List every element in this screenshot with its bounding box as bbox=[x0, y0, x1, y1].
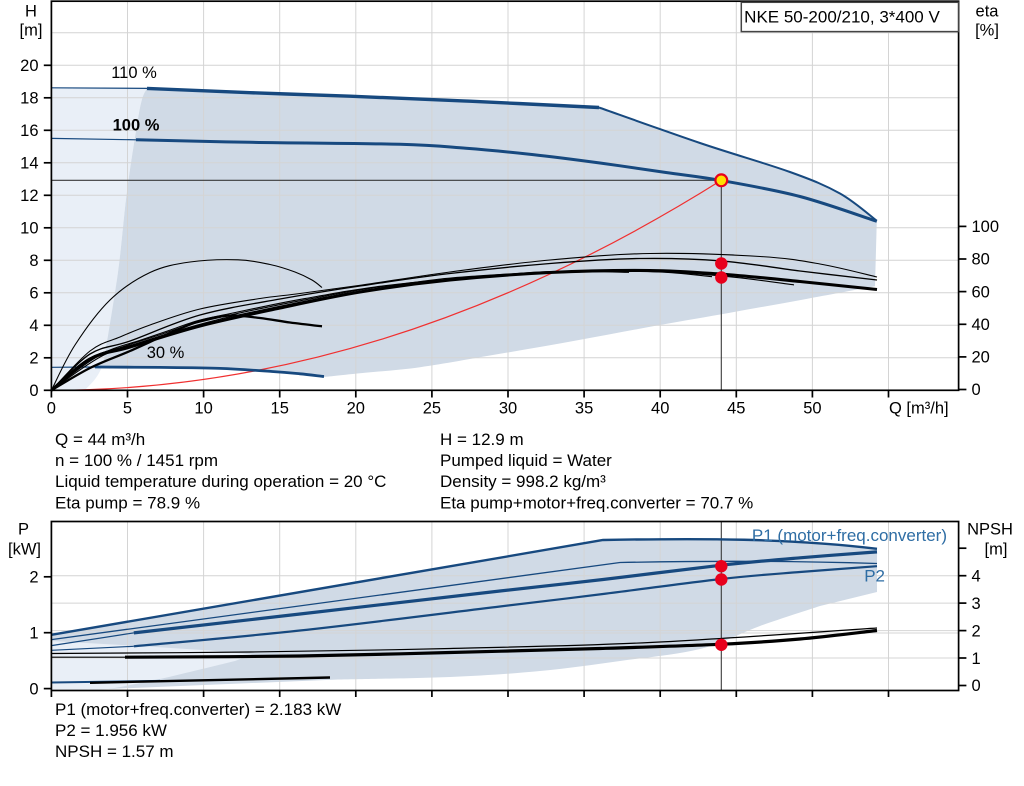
svg-text:60: 60 bbox=[972, 283, 990, 301]
svg-text:P2 = 1.956 kW: P2 = 1.956 kW bbox=[55, 721, 167, 740]
svg-text:25: 25 bbox=[423, 400, 441, 418]
svg-text:P1 (motor+freq.converter): P1 (motor+freq.converter) bbox=[752, 526, 947, 545]
svg-text:20: 20 bbox=[972, 349, 990, 367]
svg-text:1: 1 bbox=[972, 650, 981, 668]
svg-text:P2: P2 bbox=[864, 567, 885, 586]
svg-text:12: 12 bbox=[20, 187, 38, 205]
svg-text:8: 8 bbox=[29, 252, 38, 270]
svg-text:2: 2 bbox=[29, 350, 38, 368]
svg-text:P1 (motor+freq.converter) = 2.: P1 (motor+freq.converter) = 2.183 kW bbox=[55, 700, 341, 719]
svg-text:0: 0 bbox=[29, 382, 38, 400]
svg-text:[%]: [%] bbox=[975, 22, 999, 40]
svg-text:18: 18 bbox=[20, 90, 38, 108]
svg-text:100: 100 bbox=[972, 218, 1000, 236]
svg-text:110 %: 110 % bbox=[111, 64, 157, 82]
svg-text:0: 0 bbox=[29, 680, 38, 698]
svg-text:5: 5 bbox=[123, 400, 132, 418]
svg-text:10: 10 bbox=[20, 220, 38, 238]
svg-text:n = 100 % / 1451 rpm: n = 100 % / 1451 rpm bbox=[55, 451, 218, 470]
svg-text:4: 4 bbox=[29, 317, 38, 335]
svg-text:[m]: [m] bbox=[20, 22, 43, 40]
svg-text:45: 45 bbox=[727, 400, 745, 418]
svg-text:6: 6 bbox=[29, 285, 38, 303]
svg-text:eta: eta bbox=[976, 3, 1000, 21]
svg-text:P: P bbox=[18, 521, 29, 539]
svg-text:20: 20 bbox=[347, 400, 365, 418]
svg-text:80: 80 bbox=[972, 251, 990, 269]
svg-text:2: 2 bbox=[972, 622, 981, 640]
svg-text:Eta pump = 78.9 %: Eta pump = 78.9 % bbox=[55, 493, 200, 512]
svg-text:0: 0 bbox=[972, 677, 981, 695]
svg-text:H: H bbox=[25, 3, 37, 21]
svg-text:0: 0 bbox=[972, 381, 981, 399]
svg-text:Pumped liquid = Water: Pumped liquid = Water bbox=[440, 451, 612, 470]
svg-text:Eta pump+motor+freq.converter: Eta pump+motor+freq.converter = 70.7 % bbox=[440, 493, 753, 512]
svg-text:15: 15 bbox=[271, 400, 289, 418]
svg-text:40: 40 bbox=[972, 316, 990, 334]
svg-text:10: 10 bbox=[194, 400, 212, 418]
svg-text:NPSH: NPSH bbox=[967, 521, 1013, 539]
svg-text:H = 12.9 m: H = 12.9 m bbox=[440, 430, 524, 449]
svg-text:14: 14 bbox=[20, 155, 38, 173]
svg-text:NKE 50-200/210, 3*400 V: NKE 50-200/210, 3*400 V bbox=[744, 8, 940, 27]
svg-text:[m]: [m] bbox=[985, 541, 1008, 559]
svg-text:100 %: 100 % bbox=[113, 117, 160, 135]
svg-text:1: 1 bbox=[29, 624, 38, 642]
svg-text:35: 35 bbox=[575, 400, 593, 418]
svg-text:Q [m³/h]: Q [m³/h] bbox=[889, 400, 949, 418]
svg-text:Liquid temperature during oper: Liquid temperature during operation = 20… bbox=[55, 472, 386, 491]
svg-text:4: 4 bbox=[972, 567, 981, 585]
svg-text:2: 2 bbox=[29, 569, 38, 587]
svg-text:40: 40 bbox=[651, 400, 669, 418]
svg-text:Q = 44 m³/h: Q = 44 m³/h bbox=[55, 430, 145, 449]
svg-text:50: 50 bbox=[803, 400, 821, 418]
svg-text:0: 0 bbox=[47, 400, 56, 418]
svg-text:[kW]: [kW] bbox=[8, 541, 41, 559]
svg-text:NPSH = 1.57 m: NPSH = 1.57 m bbox=[55, 742, 174, 761]
svg-text:30 %: 30 % bbox=[147, 344, 185, 362]
svg-text:3: 3 bbox=[972, 595, 981, 613]
svg-text:16: 16 bbox=[20, 122, 38, 140]
svg-text:Density = 998.2 kg/m³: Density = 998.2 kg/m³ bbox=[440, 472, 606, 491]
svg-text:30: 30 bbox=[499, 400, 517, 418]
svg-text:20: 20 bbox=[20, 57, 38, 75]
